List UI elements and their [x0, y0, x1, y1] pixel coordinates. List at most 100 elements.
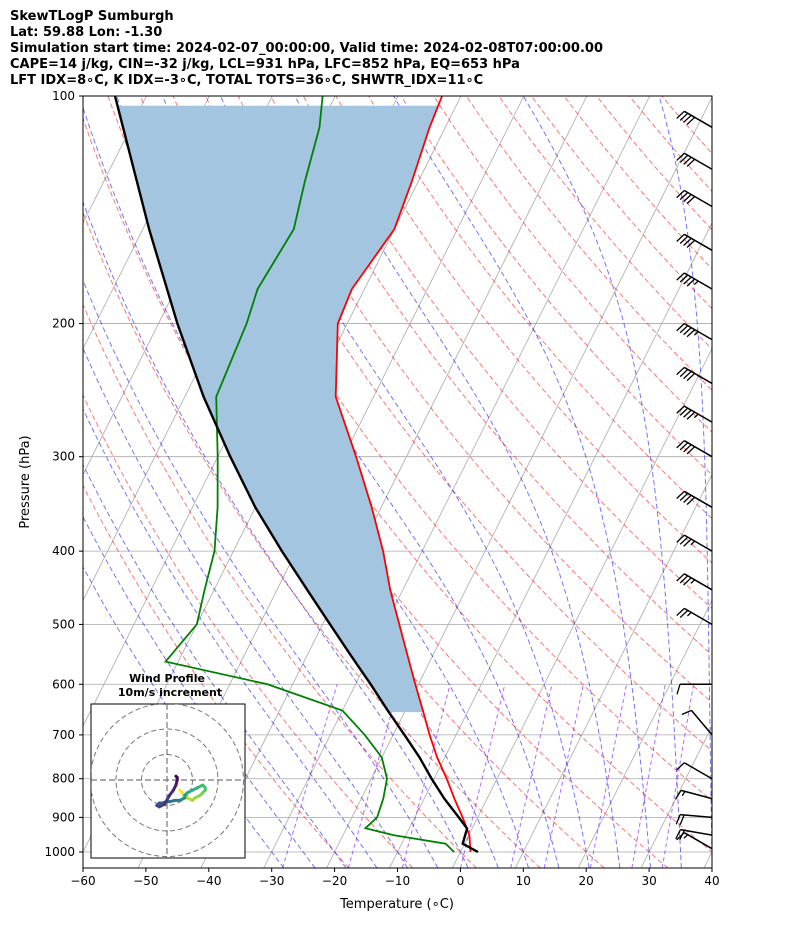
x-tick-label: −20 [322, 874, 347, 888]
isotherm-line [452, 347, 712, 868]
wind-barb [676, 607, 713, 626]
wind-barb [676, 152, 713, 170]
isotherm-line [640, 725, 712, 868]
y-tick-label: 200 [52, 317, 75, 331]
wind-barb [676, 440, 713, 458]
dry-adiabat-line [498, 96, 712, 350]
chart-title-line-2: Lat: 59.88 Lon: -1.30 [10, 25, 163, 40]
chart-title-line-4: CAPE=14 j/kg, CIN=-32 j/kg, LCL=931 hPa,… [10, 57, 520, 72]
hodograph-ring [91, 704, 244, 857]
y-axis-label: Pressure (hPa) [18, 435, 33, 528]
mixing-ratio-line [460, 684, 506, 868]
hodograph-subtitle: 10m/s increment [118, 686, 222, 699]
moist-adiabat-line [658, 96, 712, 868]
y-tick-label: 1000 [44, 845, 75, 859]
hodograph: Wind Profile 10m/s increment [90, 672, 246, 859]
dry-adiabat-line [661, 96, 712, 155]
dry-adiabat-line [400, 96, 712, 476]
dry-adiabat-line [83, 211, 541, 868]
x-axis-label: Temperature (∘C) [339, 897, 454, 912]
dry-adiabat-line [531, 96, 712, 310]
dewpoint-line [163, 96, 455, 853]
wind-barb [676, 573, 713, 591]
moist-adiabat-line [83, 279, 439, 868]
wind-barb [676, 534, 713, 552]
x-tick-label: 0 [457, 874, 465, 888]
wind-barb [676, 272, 713, 290]
moist-adiabat-line [522, 96, 682, 868]
dry-adiabat-line [83, 393, 414, 868]
dry-adiabat-line [83, 303, 477, 868]
profile-lines [113, 96, 479, 854]
isotherm-line [83, 96, 84, 99]
y-tick-label: 800 [52, 772, 75, 786]
y-tick-label: 400 [52, 544, 75, 558]
mixing-ratio-line [347, 684, 400, 868]
chart-title-line-5: LFT IDX=8∘C, K IDX=-3∘C, TOTAL TOTS=36∘C… [10, 73, 484, 88]
wind-barb [676, 233, 713, 251]
dry-adiabat-line [368, 96, 712, 520]
moist-adiabat-line [83, 407, 378, 868]
wind-barb [676, 366, 713, 385]
dry-adiabat-line [302, 96, 712, 610]
dry-adiabat-line [237, 96, 712, 704]
mixing-ratio-line [282, 684, 338, 868]
wind-barb [676, 490, 713, 508]
axis-ticks: −60 −50 −40 −30 −20 −10 0 10 20 30 40 100 200 300 400 5… [44, 89, 719, 888]
y-tick-label: 600 [52, 677, 75, 691]
y-tick-label: 900 [52, 810, 75, 824]
hodograph-title: Wind Profile [129, 672, 205, 685]
moist-adiabat-line [83, 515, 316, 868]
dry-adiabat-line [433, 96, 712, 433]
wind-barb [681, 709, 713, 736]
x-tick-label: 10 [516, 874, 531, 888]
chart-title-line-1: SkewTLogP Sumburgh [10, 9, 174, 24]
x-tick-label: −50 [133, 874, 158, 888]
y-tick-label: 300 [52, 450, 75, 464]
mixing-ratio-line [589, 684, 628, 868]
wind-barb [676, 405, 713, 423]
dry-adiabat-line [596, 96, 712, 231]
wind-barb [676, 762, 713, 780]
hodograph-segment [162, 793, 172, 806]
temperature-line [334, 96, 472, 853]
moist-adiabat-line [743, 96, 756, 868]
plot-area [83, 96, 756, 868]
dry-adiabat-line [335, 96, 712, 564]
y-tick-label: 100 [52, 89, 75, 103]
mixing-ratio-line [631, 684, 666, 868]
x-tick-label: 40 [704, 874, 719, 888]
wind-barbs [675, 110, 713, 850]
cape-area [117, 105, 439, 713]
isotherm-line [514, 473, 712, 868]
wind-barb [675, 828, 713, 840]
wind-barb [676, 110, 713, 128]
moist-adiabat-line [220, 96, 590, 868]
x-tick-label: −40 [196, 874, 221, 888]
mixing-ratio-line [661, 684, 695, 868]
y-tick-label: 700 [52, 728, 75, 742]
x-tick-label: −30 [259, 874, 284, 888]
x-tick-label: 20 [579, 874, 594, 888]
wind-barb [676, 683, 712, 695]
x-tick-label: 30 [641, 874, 656, 888]
moist-adiabat-line [294, 96, 621, 868]
mixing-ratio-line [543, 684, 584, 868]
wind-barb [676, 189, 713, 208]
moist-adiabat-line [83, 347, 408, 868]
dry-adiabat-line [140, 96, 712, 853]
x-tick-label: −60 [70, 874, 95, 888]
chart-title-line-3: Simulation start time: 2024-02-07_00:00:… [10, 41, 603, 56]
wind-barb [675, 813, 713, 825]
mixing-ratio-line [510, 684, 553, 868]
moist-adiabat-line [83, 200, 469, 868]
cape-shading [117, 105, 439, 713]
dry-adiabat-line [270, 96, 712, 656]
moist-adiabat-line [162, 96, 560, 868]
isotherm-line [263, 96, 651, 868]
dry-adiabat-line [205, 96, 712, 752]
wind-barb [675, 789, 713, 800]
isotherm-line [703, 851, 712, 868]
wind-barb [676, 322, 713, 341]
